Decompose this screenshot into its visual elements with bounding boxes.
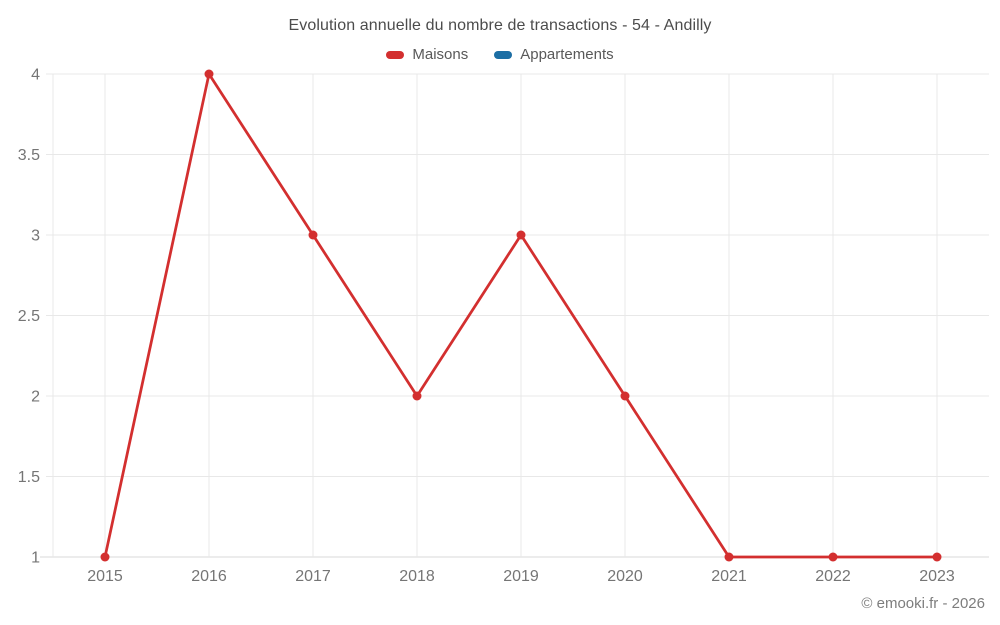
data-point-maisons-2020[interactable] [620, 391, 630, 401]
data-point-maisons-2021[interactable] [724, 552, 734, 562]
y-tick-label: 3.5 [18, 147, 40, 164]
series-maisons [100, 69, 942, 562]
appartements-legend-label: Appartements [520, 46, 614, 63]
chart-legend: Maisons Appartements [0, 46, 1000, 63]
legend-item-maisons[interactable]: Maisons [386, 46, 468, 63]
x-tick-label-2016: 2016 [191, 568, 227, 585]
data-point-maisons-2017[interactable] [308, 230, 318, 240]
legend-item-appartements[interactable]: Appartements [494, 46, 614, 63]
x-tick-label-2022: 2022 [815, 568, 851, 585]
maisons-legend-label: Maisons [412, 46, 469, 63]
chart-title: Evolution annuelle du nombre de transact… [288, 17, 712, 34]
data-point-maisons-2019[interactable] [516, 230, 526, 240]
y-tick-label: 4 [31, 67, 40, 84]
x-axis-labels: 2015 2016 2017 2018 2019 2020 2021 2022 2023 [87, 568, 955, 585]
grid-lines [40, 73, 989, 558]
maisons-legend-swatch-icon [386, 50, 405, 59]
y-axis-labels: 1 1.5 2 2.5 3 3.5 4 [18, 67, 40, 567]
x-tick-label-2015: 2015 [87, 568, 123, 585]
data-point-maisons-2023[interactable] [932, 552, 942, 562]
y-tick-label: 2.5 [18, 308, 40, 325]
data-point-maisons-2022[interactable] [828, 552, 838, 562]
x-tick-label-2023: 2023 [919, 568, 955, 585]
y-tick-label: 3 [31, 228, 40, 245]
y-tick-label: 1.5 [18, 469, 40, 486]
x-tick-label-2018: 2018 [399, 568, 435, 585]
y-tick-label: 2 [31, 389, 40, 406]
x-tick-label-2020: 2020 [607, 568, 643, 585]
x-tick-label-2019: 2019 [503, 568, 539, 585]
data-point-maisons-2016[interactable] [204, 69, 214, 79]
data-point-maisons-2015[interactable] [100, 552, 110, 562]
data-point-maisons-2018[interactable] [412, 391, 422, 401]
y-tick-label: 1 [31, 550, 40, 567]
footer-credit: © emooki.fr - 2026 [861, 595, 985, 612]
appartements-legend-swatch-icon [494, 50, 513, 59]
x-tick-label-2021: 2021 [711, 568, 747, 585]
x-tick-label-2017: 2017 [295, 568, 331, 585]
